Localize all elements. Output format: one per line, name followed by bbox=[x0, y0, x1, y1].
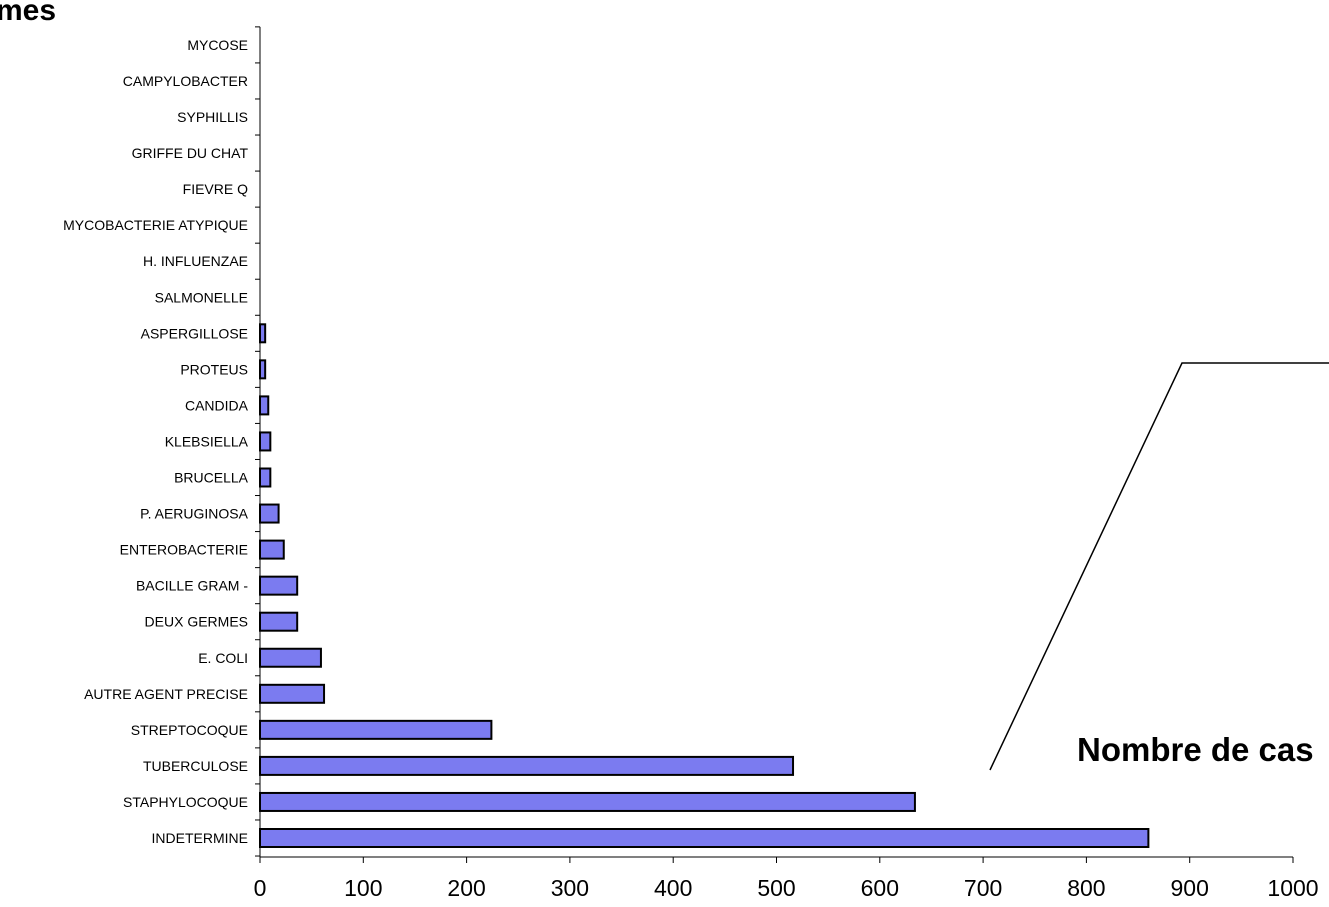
category-label: AUTRE AGENT PRECISE bbox=[84, 686, 248, 702]
chart-title: mes bbox=[0, 0, 57, 27]
bar bbox=[259, 431, 272, 452]
category-label: H. INFLUENZAE bbox=[143, 253, 248, 269]
category-label: INDETERMINE bbox=[152, 830, 248, 846]
category-label: CAMPYLOBACTER bbox=[123, 73, 248, 89]
bar bbox=[259, 647, 322, 668]
category-label: P. AERUGINOSA bbox=[140, 506, 249, 522]
bar bbox=[259, 611, 299, 632]
category-label: PROTEUS bbox=[180, 361, 248, 377]
category-label: GRIFFE DU CHAT bbox=[132, 145, 249, 161]
category-label: FIEVRE Q bbox=[183, 181, 248, 197]
bar bbox=[259, 359, 267, 380]
category-label: KLEBSIELLA bbox=[165, 433, 249, 449]
category-label: E. COLI bbox=[198, 650, 248, 666]
category-label: STAPHYLOCOQUE bbox=[123, 794, 248, 810]
x-tick-label: 600 bbox=[861, 875, 899, 901]
category-label: TUBERCULOSE bbox=[143, 758, 248, 774]
x-tick-label: 400 bbox=[654, 875, 692, 901]
category-labels: INDETERMINE STAPHYLOCOQUE TUBERCULOSE STREP… bbox=[63, 37, 249, 846]
bar bbox=[259, 575, 299, 596]
bar bbox=[259, 755, 795, 776]
bar bbox=[259, 683, 326, 704]
axes bbox=[255, 26, 1294, 863]
category-label: MYCOBACTERIE ATYPIQUE bbox=[63, 217, 248, 233]
x-tick-label: 200 bbox=[447, 875, 485, 901]
category-label: ASPERGILLOSE bbox=[141, 325, 248, 341]
tick-labels: 0 100 200 300 400 500 600 700 800 900 1000 bbox=[254, 875, 1319, 901]
bar bbox=[259, 539, 285, 560]
x-tick-label: 700 bbox=[964, 875, 1002, 901]
x-tick-label: 0 bbox=[254, 875, 267, 901]
category-label: ENTEROBACTERIE bbox=[120, 542, 248, 558]
x-tick-label: 100 bbox=[344, 875, 382, 901]
bar bbox=[259, 719, 493, 740]
x-tick-label: 900 bbox=[1171, 875, 1209, 901]
category-label: BRUCELLA bbox=[174, 470, 249, 486]
x-axis-title: Nombre de cas bbox=[1077, 731, 1314, 768]
x-tick-label: 800 bbox=[1067, 875, 1105, 901]
bar bbox=[259, 791, 916, 812]
category-label: DEUX GERMES bbox=[145, 614, 248, 630]
category-label: BACILLE GRAM - bbox=[136, 578, 248, 594]
bar bbox=[259, 395, 270, 416]
x-tick-label: 1000 bbox=[1267, 875, 1318, 901]
category-label: SALMONELLE bbox=[155, 289, 248, 305]
category-label: SYPHILLIS bbox=[177, 109, 248, 125]
x-tick-label: 500 bbox=[757, 875, 795, 901]
category-label: CANDIDA bbox=[185, 397, 249, 413]
x-tick-label: 300 bbox=[551, 875, 589, 901]
bar bbox=[259, 828, 1150, 848]
bar bbox=[259, 323, 267, 344]
category-label: MYCOSE bbox=[187, 37, 248, 53]
bar bbox=[259, 467, 272, 488]
bar-group bbox=[259, 323, 1150, 848]
callout-line bbox=[989, 362, 1329, 771]
bar bbox=[259, 503, 280, 524]
category-label: STREPTOCOQUE bbox=[131, 722, 248, 738]
